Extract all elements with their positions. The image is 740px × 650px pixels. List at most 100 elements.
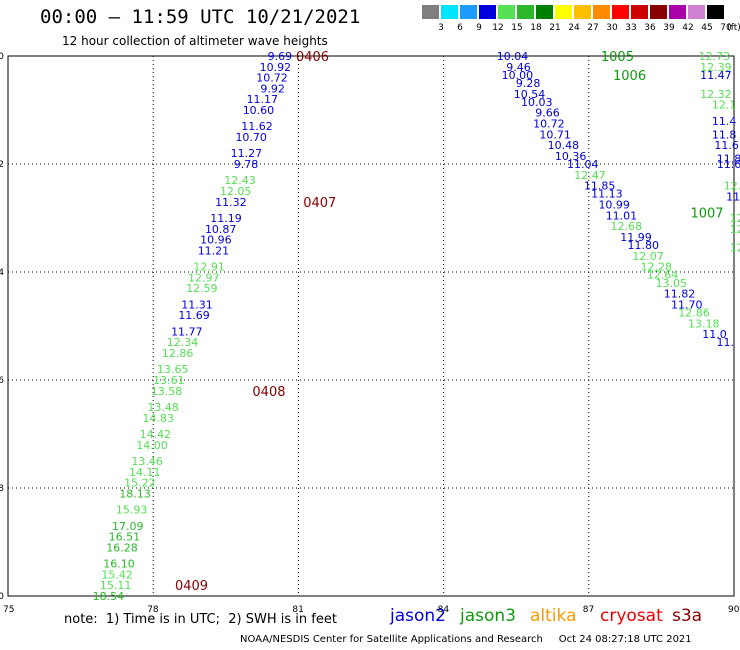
wave-height-value: 12.43 [224,174,256,187]
satellite-jason3: jason3 [460,606,516,626]
wave-height-value: 10.60 [243,104,275,117]
note-text: note: 1) Time is in UTC; 2) SWH is in fe… [64,612,337,627]
wave-height-value: 12 [730,212,740,225]
legend-swatch-24 [555,5,572,19]
wave-height-value: 11.01 [606,209,638,222]
satellite-cryosat: cryosat [600,606,663,626]
legend-label-3: 3 [438,23,444,33]
x-tick-label-90: 90 [728,605,740,615]
wave-height-value: 11.27 [231,147,263,160]
legend-swatch-45 [688,5,705,19]
wave-height-value: 12.86 [678,307,710,320]
legend-swatch-18 [517,5,534,19]
time-label: 1005 [601,50,634,65]
wave-height-value: 11.6 [717,158,740,171]
x-tick-label-81: 81 [292,605,303,615]
legend-swatch-3 [422,5,439,19]
wave-height-value: 10.92 [260,61,292,74]
wave-height-value: 14.00 [136,439,168,452]
wave-height-value: 9.28 [516,77,541,90]
legend-label-6: 6 [457,23,463,33]
legend-label-42: 42 [682,23,694,33]
wave-height-value: 11.80 [627,239,659,252]
wave-height-value: 11.31 [181,298,213,311]
satellite-s3a: s3a [672,606,703,626]
time-label: 0406 [296,50,329,65]
wave-height-value: 12.73 [699,50,731,63]
wave-height-value: 17.09 [112,520,144,533]
y-tick-label-44: 44 [0,268,4,278]
footer-credit: NOAA/NESDIS Center for Satellite Applica… [240,634,692,645]
wave-height-value: 10.87 [205,223,237,236]
legend-label-12: 12 [492,23,504,33]
wave-height-value: 10.72 [533,118,565,131]
wave-height-value: 11.32 [215,196,247,209]
wave-height-value: 10.72 [256,72,288,85]
wave-height-value: 15.11 [100,579,132,592]
satellite-jason2: jason2 [390,606,446,626]
x-tick-label-84: 84 [438,605,450,615]
x-tick-label-87: 87 [583,605,594,615]
page-subtitle: 12 hour collection of altimeter wave hei… [62,34,328,48]
legend-label-21: 21 [549,23,561,33]
wave-height-value: 14.83 [143,412,175,425]
time-label: 0408 [252,385,285,400]
y-tick-label-46: 46 [0,376,4,386]
page-title: 00:00 – 11:59 UTC 10/21/2021 [40,6,361,28]
wave-height-value: 9.92 [260,82,285,95]
wave-height-value: 12.39 [700,61,732,74]
wave-height-value: 9.46 [506,61,531,74]
wave-height-value: 13.46 [131,455,163,468]
wave-height-value: 15.22 [124,477,156,490]
legend-swatch-30 [593,5,610,19]
legend-swatch-42 [669,5,686,19]
wave-height-value: 12.32 [700,88,732,101]
wave-height-value: 11.4 [712,115,737,128]
wave-height-value: 10.71 [539,128,571,141]
wave-height-value: 12.86 [162,347,194,360]
wave-height-value: 9.78 [234,158,259,171]
wave-height-value: 10.99 [598,199,630,212]
wave-height-value: 18.54 [93,590,125,603]
legend-label-36: 36 [644,23,656,33]
wave-height-value: 13.18 [688,317,720,330]
wave-height-value: 12.47 [574,169,606,182]
wave-height-value: 12.05 [220,185,252,198]
wave-height-value: 10.00 [502,69,534,82]
wave-height-value: 14.42 [140,428,172,441]
legend-label-30: 30 [606,23,618,33]
wave-height-value: 16.10 [103,558,135,571]
legend-label-45: 45 [701,23,713,33]
wave-height-value: 11.13 [591,188,623,201]
legend-label-70: 70 [720,23,732,33]
wave-height-value: 12.34 [167,336,199,349]
wave-height-value: 13.61 [153,374,185,387]
wave-height-value: 11.69 [178,309,210,322]
legend-swatch-36 [631,5,648,19]
wave-height-value: 11.77 [171,325,203,338]
wave-height-value: 11.8 [712,128,737,141]
wave-height-value: 12.64 [647,269,679,282]
wave-height-value: 11.82 [664,288,696,301]
wave-height-value: 14.11 [129,466,161,479]
wave-height-value: 18.13 [119,487,151,500]
wave-height-value: 11. [726,190,740,203]
wave-height-value: 10.04 [497,50,529,63]
wave-height-value: 10.70 [235,131,267,144]
wave-height-value: 10.48 [548,139,580,152]
time-label: 0407 [303,196,336,211]
legend-label-9: 9 [476,23,482,33]
wave-height-value: 11.47 [700,69,732,82]
legend-swatch-70 [707,5,724,19]
wave-height-value: 11.0 [702,328,727,341]
wave-height-value: 12.1 [712,99,737,112]
satellite-altika: altika [530,606,577,626]
y-tick-label-42: 42 [0,160,4,170]
wave-height-value: 13.05 [656,277,688,290]
wave-height-value: 13.65 [157,363,189,376]
wave-height-value: 12.91 [193,261,225,274]
legend-swatch-15 [498,5,515,19]
wave-height-value: 10.54 [514,88,546,101]
y-tick-label-48: 48 [0,484,4,494]
wave-height-value: 16.28 [106,541,138,554]
